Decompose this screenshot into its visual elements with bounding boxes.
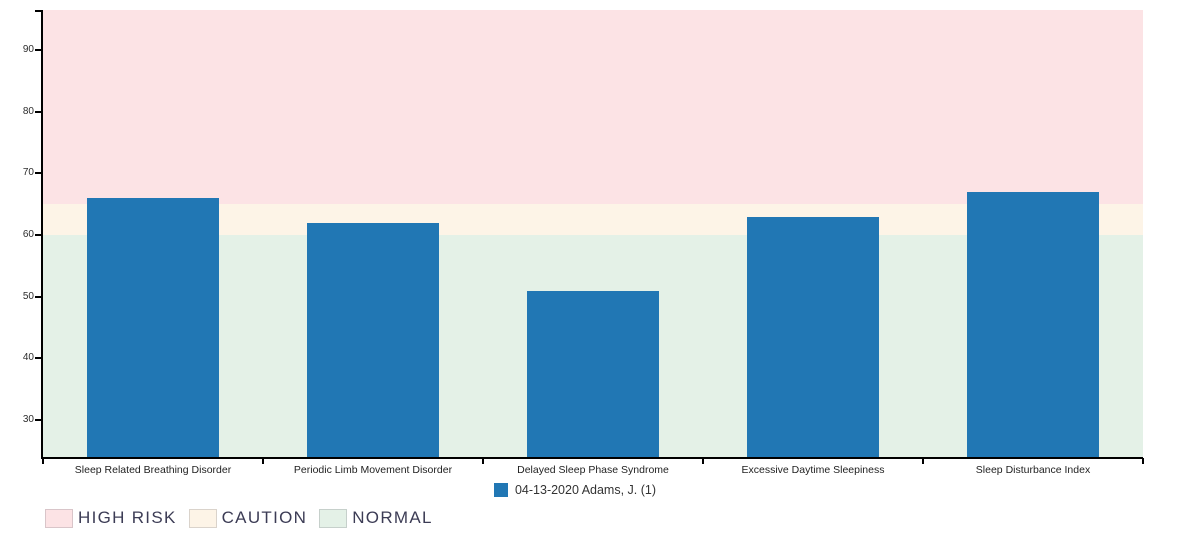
y-tick-mark xyxy=(35,357,41,360)
zone-legend-item-high-risk: HIGH RISK xyxy=(45,508,177,528)
y-tick-label: 50 xyxy=(22,290,34,302)
bar-excessive-daytime-sleepiness[interactable] xyxy=(747,216,879,457)
y-tick-mark xyxy=(35,295,41,298)
bar-periodic-limb-movement-disorder[interactable] xyxy=(307,222,439,457)
normal-label: NORMAL xyxy=(352,508,433,527)
series-legend-item[interactable]: 04-13-2020 Adams, J. (1) xyxy=(493,483,657,497)
zone-band-caution xyxy=(43,204,1143,236)
y-tick-label: 40 xyxy=(22,352,34,364)
caution-color-swatch-icon xyxy=(188,508,217,528)
zone-legend-item-normal: NORMAL xyxy=(319,508,433,528)
category-label-excessive-daytime-sleepiness: Excessive Daytime Sleepiness xyxy=(741,464,885,476)
y-axis-line xyxy=(41,10,43,459)
zone-band-high-risk xyxy=(43,10,1143,205)
category-label-sleep-related-breathing-disorder: Sleep Related Breathing Disorder xyxy=(74,464,232,476)
category-label-delayed-sleep-phase-syndrome: Delayed Sleep Phase Syndrome xyxy=(517,464,669,476)
bar-sleep-disturbance-index[interactable] xyxy=(967,191,1099,457)
y-tick-label: 80 xyxy=(22,105,34,117)
zone-legend-item-caution: CAUTION xyxy=(188,508,308,528)
series-legend-label: 04-13-2020 Adams, J. (1) xyxy=(514,483,657,497)
x-tick-mark xyxy=(702,458,704,464)
normal-color-swatch-icon xyxy=(319,508,348,528)
x-axis-line xyxy=(41,457,1143,459)
y-axis-end-tick-mark xyxy=(35,10,41,12)
high-risk-label: HIGH RISK xyxy=(78,508,177,527)
x-tick-mark xyxy=(42,458,44,464)
y-tick-label: 90 xyxy=(22,44,34,56)
y-tick-mark xyxy=(35,419,41,421)
bar-delayed-sleep-phase-syndrome[interactable] xyxy=(527,290,659,457)
y-tick-label: 60 xyxy=(22,229,34,241)
y-tick-mark xyxy=(35,49,41,52)
y-tick-mark xyxy=(35,234,41,237)
category-label-periodic-limb-movement-disorder: Periodic Limb Movement Disorder xyxy=(293,464,453,476)
category-label-sleep-disturbance-index: Sleep Disturbance Index xyxy=(975,464,1091,476)
y-tick-label: 30 xyxy=(22,414,34,425)
series-legend: 04-13-2020 Adams, J. (1) xyxy=(0,483,1150,497)
bar-sleep-related-breathing-disorder[interactable] xyxy=(87,198,219,457)
x-tick-mark xyxy=(262,458,264,464)
y-tick-mark xyxy=(35,172,41,175)
x-tick-mark xyxy=(922,458,924,464)
series-color-swatch-icon xyxy=(493,483,508,497)
y-tick-mark xyxy=(35,110,41,113)
zone-legend: HIGH RISK CAUTION NORMAL xyxy=(45,508,433,528)
x-tick-mark xyxy=(1142,458,1144,464)
caution-label: CAUTION xyxy=(221,508,308,527)
x-tick-mark xyxy=(482,458,484,464)
y-tick-label: 70 xyxy=(22,167,34,179)
high-risk-color-swatch-icon xyxy=(45,508,73,528)
